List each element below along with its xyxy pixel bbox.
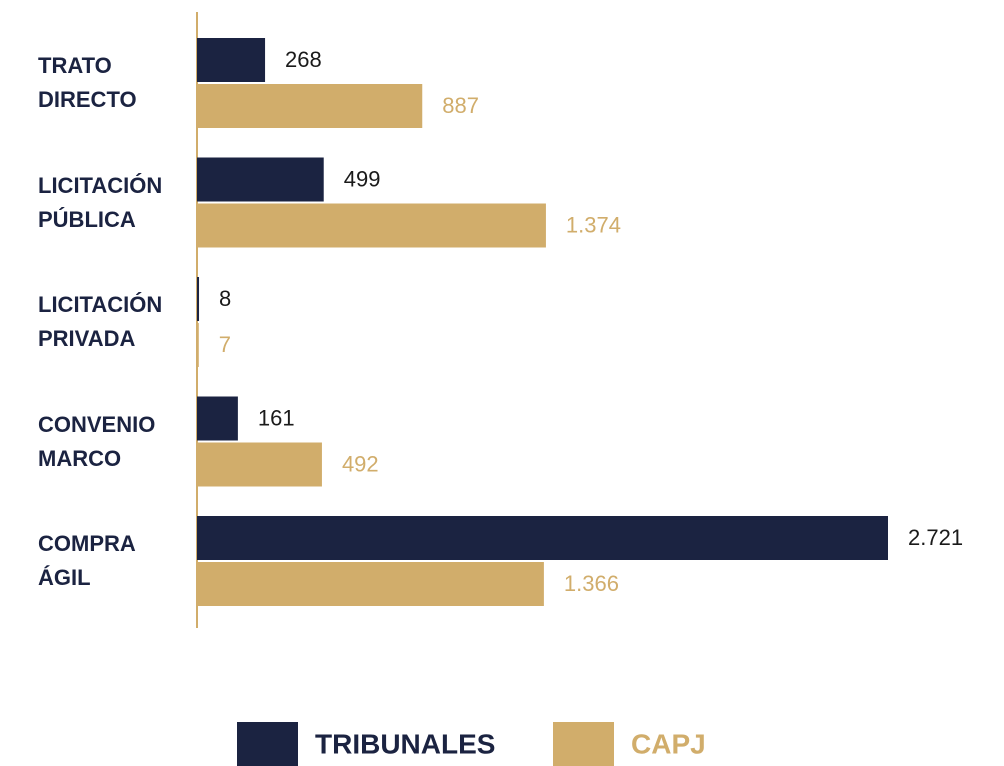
bar xyxy=(197,442,322,487)
category-label: LICITACIÓN PÚBLICA xyxy=(38,172,163,232)
legend-label: TRIBUNALES xyxy=(315,728,495,759)
value-label: 887 xyxy=(442,93,479,118)
bar xyxy=(197,277,200,321)
value-label: 499 xyxy=(344,166,381,191)
bar xyxy=(197,157,324,202)
legend-swatch xyxy=(553,722,614,766)
bar xyxy=(197,203,546,248)
bar xyxy=(197,516,888,560)
bar xyxy=(197,562,544,606)
value-label: 7 xyxy=(219,332,231,357)
category-label: CONVENIO MARCO xyxy=(38,411,156,471)
legend-swatch xyxy=(237,722,298,766)
value-label: 1.374 xyxy=(566,212,621,237)
value-label: 1.366 xyxy=(564,571,619,596)
bar xyxy=(197,323,199,367)
bar xyxy=(197,84,423,128)
category-label: LICITACIÓN PRIVADA xyxy=(38,292,163,351)
value-label: 161 xyxy=(258,405,295,430)
bar xyxy=(197,38,266,82)
value-label: 492 xyxy=(342,451,379,476)
value-label: 268 xyxy=(285,47,322,72)
category-label: TRATO DIRECTO xyxy=(38,53,137,112)
value-label: 2.721 xyxy=(908,525,963,550)
legend-label: CAPJ xyxy=(631,728,706,759)
value-label: 8 xyxy=(219,286,231,311)
bar xyxy=(197,396,238,441)
category-label: COMPRA ÁGIL xyxy=(38,531,135,590)
